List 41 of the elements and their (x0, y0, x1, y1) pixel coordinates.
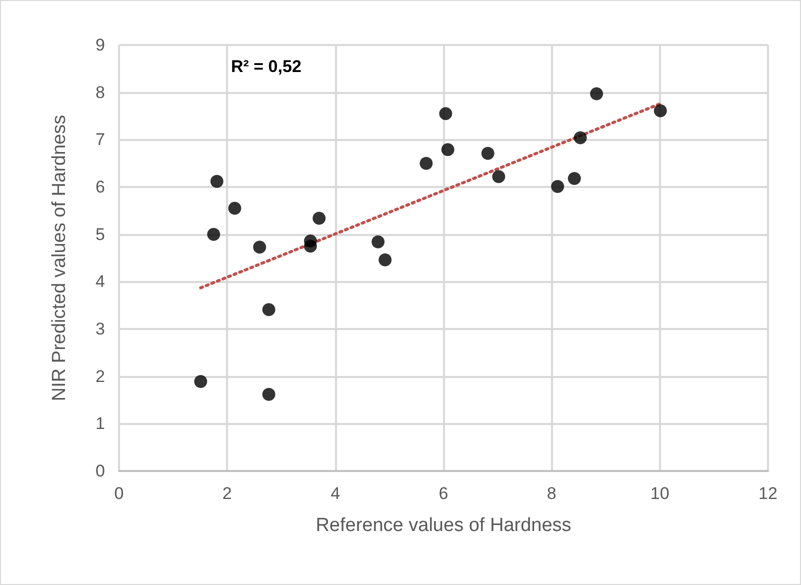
y-tick-label: 5 (96, 224, 105, 244)
y-tick-label: 9 (96, 36, 105, 54)
point (262, 303, 276, 316)
point (574, 131, 587, 144)
y-tick-label: 8 (96, 82, 105, 102)
point (590, 87, 604, 100)
point (441, 143, 454, 156)
point (228, 202, 242, 215)
y-tick-label: 7 (96, 130, 105, 150)
point (304, 240, 317, 253)
point (654, 104, 667, 118)
x-tick-label: 0 (114, 484, 124, 503)
point (312, 212, 326, 225)
point (551, 180, 564, 194)
x-tick-label: 4 (330, 484, 340, 503)
y-tick-label: 0 (96, 462, 105, 480)
y-tick-label: 1 (96, 414, 105, 434)
y-tick-label: 2 (96, 366, 105, 386)
point (253, 240, 266, 254)
point (207, 228, 220, 241)
x-tick-label: 8 (546, 484, 556, 503)
point (420, 156, 433, 170)
x-axis-title: Reference values of Hardness (316, 515, 572, 536)
point (372, 235, 385, 248)
annotation: R² = 0,52 (231, 57, 302, 76)
x-tick-label: 10 (650, 484, 670, 503)
y-tick-label: 6 (96, 178, 105, 196)
point (262, 388, 276, 401)
x-tick-label: 6 (438, 484, 448, 503)
point (568, 172, 581, 185)
point (481, 146, 494, 160)
point (439, 107, 452, 120)
point (210, 174, 224, 188)
x-tick-label: 12 (758, 484, 778, 503)
point (492, 170, 506, 184)
y-tick-label: 3 (96, 320, 105, 338)
y-axis-title: NIR Predicted values of Hardness (49, 114, 70, 402)
point (378, 253, 392, 266)
point (194, 375, 208, 388)
y-tick-label: 4 (96, 272, 105, 292)
x-tick-label: 2 (222, 484, 232, 503)
